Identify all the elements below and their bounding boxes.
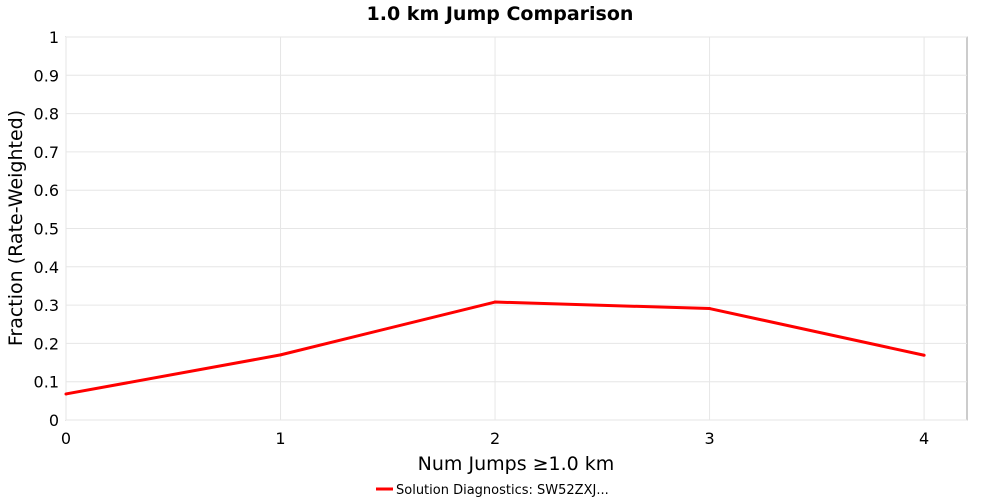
grid-lines — [65, 36, 967, 421]
y-tick-label: 0.1 — [34, 373, 59, 392]
y-tick-label: 0.5 — [34, 220, 59, 239]
x-tick-label: 2 — [490, 429, 500, 448]
y-tick-label: 0.2 — [34, 334, 59, 353]
y-tick-label: 0.6 — [34, 181, 59, 200]
y-tick-label: 0.3 — [34, 296, 59, 315]
y-tick-label: 0.8 — [34, 105, 59, 124]
x-tick-label: 1 — [275, 429, 285, 448]
chart-title: 1.0 km Jump Comparison — [367, 3, 634, 25]
legend-label: Solution Diagnostics: SW52ZXJ... — [396, 483, 609, 498]
y-axis-label: Fraction (Rate-Weighted) — [5, 110, 27, 346]
y-tick-label: 0 — [49, 411, 59, 430]
y-tick-label: 0.7 — [34, 143, 59, 162]
data-point — [922, 353, 926, 357]
x-tick-label: 4 — [919, 429, 929, 448]
data-point — [493, 300, 497, 304]
x-axis-label: Num Jumps ≥1.0 km — [418, 453, 615, 475]
data-point — [64, 392, 68, 396]
series-layer — [64, 300, 926, 396]
y-tick-label: 0.9 — [34, 66, 59, 85]
legend: Solution Diagnostics: SW52ZXJ... — [376, 483, 609, 498]
x-tick-label: 3 — [704, 429, 714, 448]
data-point — [708, 307, 712, 311]
x-tick-label: 0 — [61, 429, 71, 448]
data-point — [279, 353, 283, 357]
y-tick-label: 0.4 — [34, 258, 59, 277]
y-tick-label: 1 — [49, 28, 59, 47]
tick-labels: 0 1 2 3 4 0 0.1 0.2 0.3 0.4 0.5 0.6 0.7 0.8 0.9 1 — [34, 28, 930, 448]
